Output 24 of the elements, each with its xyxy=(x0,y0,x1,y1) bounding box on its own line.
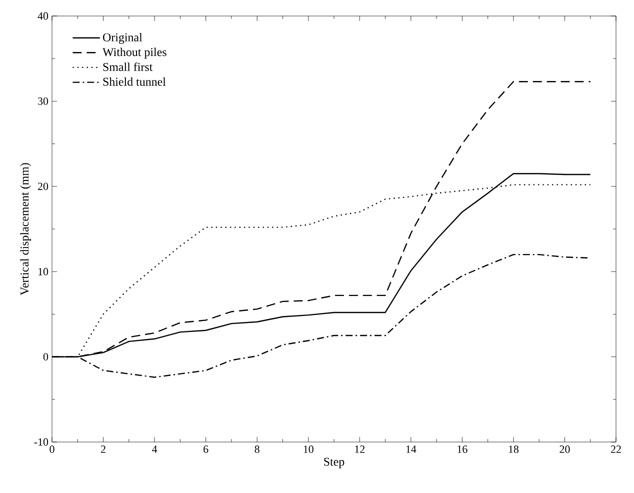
x-tick-label: 22 xyxy=(611,446,621,453)
legend-label: Shield tunnel xyxy=(103,77,166,86)
x-tick-label: 16 xyxy=(458,446,468,453)
x-tick-label: 10 xyxy=(304,446,314,453)
x-tick-label: 0 xyxy=(50,446,54,453)
x-tick-label: 4 xyxy=(152,446,158,453)
x-tick-label: 14 xyxy=(406,446,416,453)
x-tick-label: 18 xyxy=(508,446,519,453)
y-tick-label: -10 xyxy=(34,438,48,446)
x-tick-label: 20 xyxy=(560,446,570,453)
y-tick-label: 10 xyxy=(38,268,48,276)
legend-label: Without piles xyxy=(102,48,166,59)
x-axis-title: Step xyxy=(324,458,344,468)
y-tick-label: 20 xyxy=(38,182,48,190)
y-tick-label: 40 xyxy=(38,12,48,20)
y-tick-label: 30 xyxy=(38,98,48,105)
y-axis-title: Vertical displacement (mm) xyxy=(20,163,32,296)
legend-label: Small first xyxy=(103,62,153,72)
x-tick-label: 12 xyxy=(355,446,365,453)
x-tick-label: 2 xyxy=(101,446,106,453)
y-tick-label: 0 xyxy=(43,353,48,360)
x-tick-label: 8 xyxy=(254,446,260,453)
legend-label: Original xyxy=(102,32,142,44)
x-tick-label: 6 xyxy=(204,446,208,453)
